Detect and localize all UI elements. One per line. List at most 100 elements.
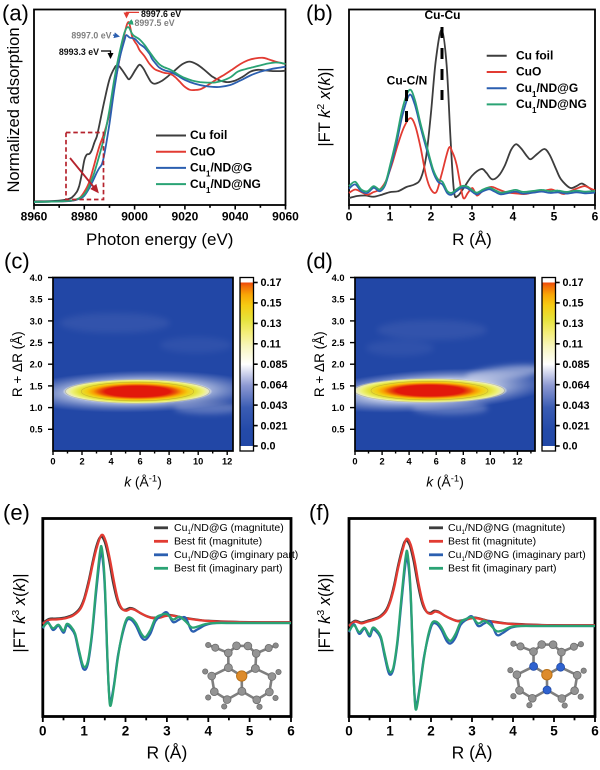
svg-text:0.064: 0.064 — [563, 379, 590, 391]
svg-text:2: 2 — [428, 210, 435, 224]
svg-text:CuO: CuO — [516, 65, 541, 79]
svg-text:0: 0 — [346, 210, 353, 224]
svg-text:0.13: 0.13 — [261, 318, 282, 330]
svg-text:Best fit (imaginary part): Best fit (imaginary part) — [174, 563, 283, 575]
svg-text:0.13: 0.13 — [563, 318, 584, 330]
svg-text:Normalized adsorption: Normalized adsorption — [5, 27, 23, 192]
svg-text:Cu1/ND@NG (imaginary part): Cu1/ND@NG (imaginary part) — [448, 549, 586, 563]
svg-text:Best fit (imaginary part): Best fit (imaginary part) — [448, 563, 557, 575]
svg-text:8: 8 — [461, 457, 466, 467]
svg-text:4: 4 — [509, 724, 517, 739]
svg-text:0.085: 0.085 — [261, 359, 288, 371]
svg-text:8997.0 eV: 8997.0 eV — [71, 31, 111, 41]
svg-text:9060: 9060 — [272, 210, 299, 224]
svg-text:1.0: 1.0 — [332, 403, 345, 413]
svg-text:0.15: 0.15 — [261, 298, 282, 310]
svg-text:4.0: 4.0 — [332, 273, 345, 283]
svg-text:9040: 9040 — [222, 210, 249, 224]
svg-text:6: 6 — [138, 457, 143, 467]
svg-text:Photon energy (eV): Photon energy (eV) — [86, 230, 233, 249]
svg-text:12: 12 — [222, 457, 232, 467]
svg-text:R + ΔR (Å): R + ΔR (Å) — [312, 331, 327, 397]
svg-text:Best fit (magnitute): Best fit (magnitute) — [448, 536, 536, 548]
svg-text:5: 5 — [246, 724, 254, 739]
svg-text:8960: 8960 — [21, 210, 48, 224]
svg-text:3: 3 — [469, 210, 476, 224]
svg-text:Cu1/ND@G (imginary part): Cu1/ND@G (imginary part) — [174, 549, 298, 563]
svg-text:0: 0 — [352, 457, 357, 467]
svg-text:5: 5 — [550, 724, 558, 739]
svg-text:3.5: 3.5 — [30, 295, 43, 305]
svg-text:8997.5 eV: 8997.5 eV — [135, 18, 175, 28]
svg-text:6: 6 — [434, 457, 439, 467]
svg-text:2: 2 — [122, 724, 130, 739]
svg-text:12: 12 — [512, 457, 522, 467]
svg-text:R (Å): R (Å) — [146, 743, 187, 763]
svg-text:4.0: 4.0 — [30, 273, 43, 283]
svg-text:0.11: 0.11 — [261, 339, 281, 351]
svg-text:4: 4 — [205, 724, 213, 739]
svg-text:8993.3 eV: 8993.3 eV — [59, 47, 99, 57]
svg-text:Cu1/ND@G (magnitute): Cu1/ND@G (magnitute) — [174, 522, 284, 536]
svg-text:4: 4 — [510, 210, 517, 224]
svg-text:0.5: 0.5 — [332, 425, 345, 435]
svg-text:Best fit (magnitute): Best fit (magnitute) — [174, 536, 262, 548]
svg-text:0: 0 — [345, 724, 353, 739]
svg-text:Cu foil: Cu foil — [516, 49, 553, 63]
svg-text:10: 10 — [485, 457, 495, 467]
svg-text:0.043: 0.043 — [563, 400, 590, 412]
svg-text:1.0: 1.0 — [30, 403, 43, 413]
svg-text:2: 2 — [427, 724, 435, 739]
svg-text:0.0: 0.0 — [563, 441, 578, 453]
svg-text:1.5: 1.5 — [332, 381, 345, 391]
svg-text:2.0: 2.0 — [332, 360, 345, 370]
svg-text:Cu-Cu: Cu-Cu — [425, 8, 461, 22]
svg-text:0.5: 0.5 — [30, 425, 43, 435]
svg-text:6: 6 — [591, 724, 599, 739]
svg-text:0.064: 0.064 — [261, 379, 288, 391]
svg-text:4: 4 — [407, 457, 413, 467]
svg-text:Cu1/ND@NG (magnitute): Cu1/ND@NG (magnitute) — [448, 522, 565, 536]
svg-text:9000: 9000 — [121, 210, 148, 224]
svg-text:CuO: CuO — [190, 144, 215, 158]
svg-text:2.0: 2.0 — [30, 360, 43, 370]
svg-text:(e): (e) — [3, 500, 30, 525]
svg-text:2.5: 2.5 — [30, 338, 43, 348]
svg-text:0.021: 0.021 — [563, 420, 590, 432]
svg-text:3.0: 3.0 — [332, 316, 345, 326]
svg-text:2.5: 2.5 — [332, 338, 345, 348]
svg-text:5: 5 — [551, 210, 558, 224]
svg-text:3: 3 — [163, 724, 171, 739]
svg-text:0.0: 0.0 — [261, 441, 276, 453]
svg-text:(b): (b) — [306, 1, 333, 26]
svg-text:0.17: 0.17 — [563, 277, 584, 289]
svg-text:0.11: 0.11 — [563, 339, 583, 351]
svg-text:3.5: 3.5 — [332, 295, 345, 305]
svg-text:1: 1 — [386, 724, 394, 739]
svg-text:Cu-C/N: Cu-C/N — [387, 74, 428, 88]
svg-text:(c): (c) — [4, 249, 30, 274]
svg-text:0: 0 — [39, 724, 47, 739]
svg-text:R + ΔR (Å): R + ΔR (Å) — [10, 331, 25, 397]
svg-text:1: 1 — [80, 724, 88, 739]
svg-text:9020: 9020 — [172, 210, 199, 224]
svg-text:8: 8 — [167, 457, 172, 467]
svg-text:Cu foil: Cu foil — [190, 128, 227, 142]
svg-text:1.5: 1.5 — [30, 381, 43, 391]
svg-text:3.0: 3.0 — [30, 316, 43, 326]
svg-text:0.043: 0.043 — [261, 400, 288, 412]
svg-text:0: 0 — [50, 457, 55, 467]
svg-text:2: 2 — [379, 457, 384, 467]
svg-text:6: 6 — [592, 210, 599, 224]
svg-text:8980: 8980 — [71, 210, 98, 224]
svg-text:R (Å): R (Å) — [452, 230, 492, 249]
svg-text:(a): (a) — [2, 1, 29, 26]
svg-text:2: 2 — [79, 457, 84, 467]
svg-text:0.17: 0.17 — [261, 277, 282, 289]
svg-text:0.15: 0.15 — [563, 298, 584, 310]
svg-text:4: 4 — [108, 457, 114, 467]
svg-text:0.085: 0.085 — [563, 359, 590, 371]
svg-text:10: 10 — [193, 457, 203, 467]
svg-text:1: 1 — [387, 210, 394, 224]
svg-text:6: 6 — [287, 724, 295, 739]
